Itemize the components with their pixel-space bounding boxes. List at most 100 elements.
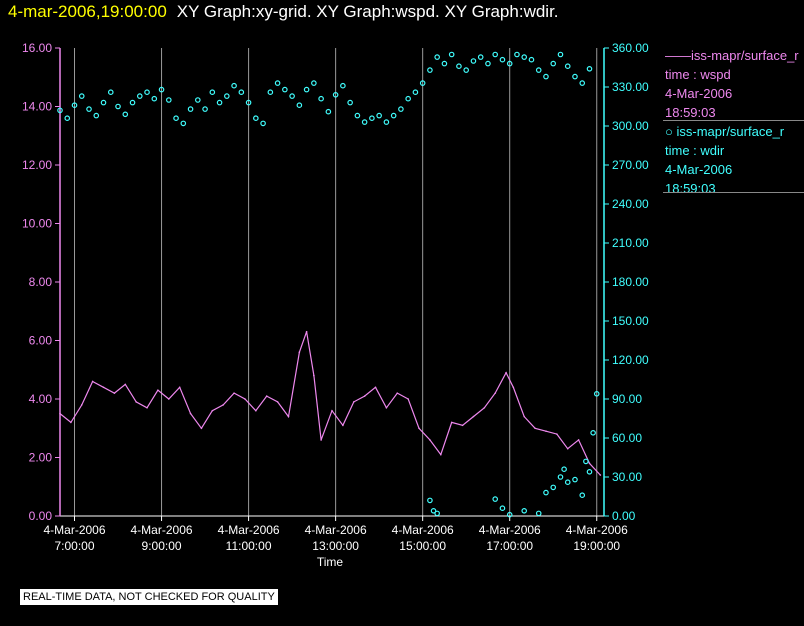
- wspd-point: [385, 406, 388, 409]
- wdir-point: [579, 492, 586, 499]
- x-tick-time: 13:00:00: [312, 539, 359, 553]
- wspd-point: [545, 430, 547, 432]
- x-tick-time: 19:00:00: [573, 539, 620, 553]
- y-right-tick-label: 240.00: [612, 197, 649, 211]
- wdir-point: [593, 390, 600, 397]
- legend-series-name: ——iss-mapr/surface_r: [665, 48, 799, 63]
- wdir-point: [383, 119, 390, 125]
- y-right-tick-label: 30.00: [612, 470, 642, 484]
- legend-date: 4-Mar-2006: [665, 162, 733, 177]
- wdir-point: [136, 93, 143, 99]
- wdir-point: [216, 99, 223, 106]
- wdir-point: [93, 112, 100, 119]
- y-left-tick-label: 10.00: [22, 217, 52, 231]
- wspd-point: [556, 433, 558, 435]
- legend-divider: [663, 120, 804, 121]
- wspd-point: [244, 398, 246, 400]
- wdir-point: [122, 111, 129, 118]
- wdir-point: [71, 102, 78, 109]
- wdir-point: [535, 67, 542, 73]
- wspd-point: [313, 374, 315, 377]
- wspd-point: [146, 406, 148, 409]
- wdir-point: [369, 115, 375, 122]
- wdir-point: [492, 496, 499, 502]
- wdir-point: [521, 507, 528, 514]
- legend-entry-wdir: ○ iss-mapr/surface_r time : wdir 4-Mar-2…: [665, 122, 804, 198]
- x-tick-time: 9:00:00: [142, 539, 182, 553]
- wdir-point: [187, 106, 194, 112]
- y-left-tick-label: 2.00: [29, 451, 53, 465]
- wspd-point: [505, 371, 507, 374]
- wspd-point: [178, 386, 181, 389]
- wspd-point: [298, 351, 301, 354]
- y-right-tick-label: 210.00: [612, 236, 649, 250]
- wdir-point: [64, 115, 71, 122]
- wspd-point: [374, 386, 377, 389]
- wspd-point: [276, 401, 279, 403]
- wdir-point: [158, 86, 165, 93]
- wdir-point: [506, 60, 513, 67]
- wdir-point: [332, 92, 339, 98]
- wdir-point: [253, 115, 259, 122]
- wdir-point: [151, 95, 158, 102]
- y-left-tick-label: 12.00: [22, 158, 52, 172]
- wdir-point: [470, 58, 477, 64]
- wdir-point: [550, 484, 557, 491]
- wdir-point: [347, 99, 353, 106]
- wspd-point: [80, 404, 83, 406]
- y-right-tick-label: 60.00: [612, 431, 642, 445]
- wdir-point: [535, 510, 542, 517]
- wdir-point: [180, 120, 187, 127]
- data-series: [57, 51, 602, 518]
- x-tick-date: 4-Mar-2006: [479, 523, 541, 537]
- wdir-point: [430, 507, 437, 514]
- wdir-point: [583, 458, 589, 465]
- wspd-point: [407, 398, 409, 400]
- legend-time: 18:59:03: [665, 181, 716, 196]
- x-tick-date: 4-Mar-2006: [131, 523, 193, 537]
- wspd-point: [255, 409, 257, 412]
- wdir-point: [107, 89, 114, 96]
- wdir-point: [477, 54, 484, 60]
- legend-entry-wspd: ——iss-mapr/surface_r time : wspd 4-Mar-2…: [665, 46, 804, 122]
- wspd-point: [494, 392, 497, 394]
- wdir-point: [412, 89, 419, 96]
- wdir-point: [485, 60, 491, 67]
- wspd-point: [512, 386, 515, 389]
- wspd-point: [363, 395, 366, 397]
- wdir-point: [456, 63, 462, 69]
- wdir-point: [564, 63, 571, 69]
- wspd-point: [157, 389, 159, 392]
- wdir-point: [579, 80, 586, 86]
- wdir-point: [427, 67, 433, 73]
- wspd-point: [189, 412, 192, 415]
- wspd-point: [287, 415, 290, 418]
- wspd-point: [59, 412, 61, 415]
- legend-field: time : wspd: [665, 67, 731, 82]
- wdir-point: [557, 474, 564, 480]
- wdir-point: [514, 51, 520, 58]
- wdir-point: [557, 51, 564, 58]
- wdir-point: [325, 108, 332, 115]
- wspd-line: [59, 331, 601, 476]
- wspd-point: [168, 398, 170, 400]
- wdir-point: [238, 89, 245, 96]
- wdir-point: [543, 489, 549, 496]
- wdir-point: [572, 73, 578, 80]
- wdir-point: [245, 99, 252, 106]
- wdir-point: [274, 80, 281, 86]
- wdir-point: [434, 54, 440, 60]
- title-timestamp: 4-mar-2006,19:00:00: [8, 2, 167, 21]
- wdir-point: [303, 86, 310, 93]
- wdir-point: [231, 82, 237, 89]
- x-tick-time: 7:00:00: [54, 539, 94, 553]
- wdir-point: [318, 95, 324, 102]
- legend-divider: [663, 192, 804, 193]
- x-tick-date: 4-Mar-2006: [566, 523, 628, 537]
- wdir-point: [521, 54, 528, 60]
- wdir-point: [586, 66, 593, 72]
- wspd-point: [70, 421, 72, 424]
- y-right-tick-label: 330.00: [612, 80, 649, 94]
- wdir-point: [419, 80, 426, 86]
- wdir-point: [166, 97, 172, 103]
